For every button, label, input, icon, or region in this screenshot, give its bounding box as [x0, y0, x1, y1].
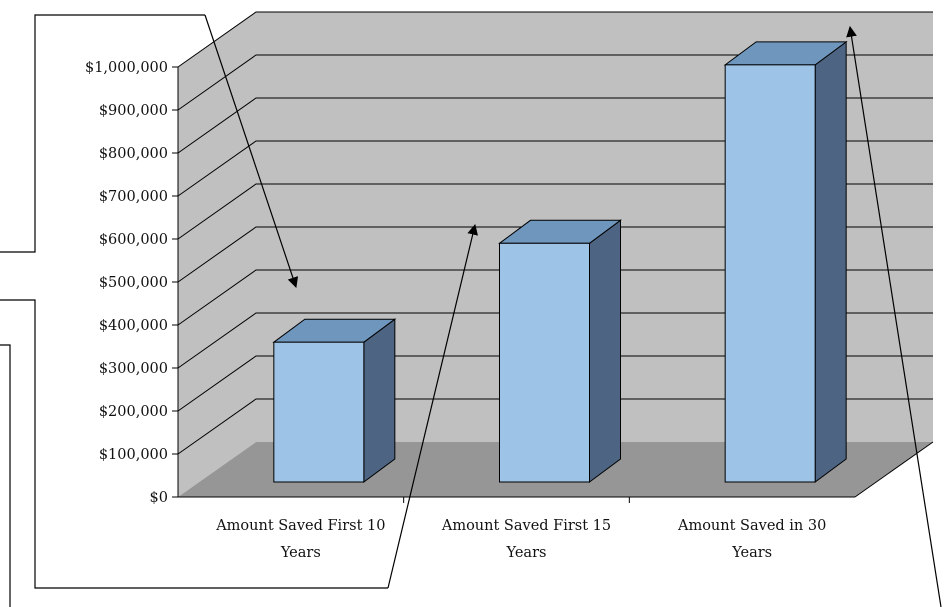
gridline — [177, 54, 933, 111]
y-tick-label: $500,000 — [99, 275, 168, 291]
gridline — [177, 398, 933, 455]
floor-edge-line — [854, 441, 934, 498]
gridline — [177, 312, 933, 369]
x-category-label-line: Amount Saved First 15 — [441, 518, 611, 534]
gridline — [177, 269, 933, 326]
gridlines — [177, 11, 933, 455]
bar-front — [499, 242, 590, 483]
x-category-label-line: Amount Saved First 10 — [215, 518, 385, 534]
y-tick-label: $800,000 — [99, 146, 168, 162]
gridline — [177, 355, 933, 412]
y-tick-label: $400,000 — [99, 318, 168, 334]
callout-frame-middle — [0, 299, 388, 589]
bar-front — [724, 64, 816, 483]
bar — [723, 40, 848, 483]
callout-leaders — [0, 14, 942, 607]
bar-front — [273, 341, 365, 483]
bar — [272, 318, 397, 483]
bars — [272, 40, 848, 483]
bar-side — [589, 219, 621, 483]
y-tick-label: $1,000,000 — [85, 60, 168, 76]
y-tick-labels: $0 $100,000 $200,000 $300,000 $400,000 $500,0… — [85, 60, 168, 506]
callout-frame-top — [0, 14, 205, 253]
bar-side — [814, 40, 847, 483]
gridline — [177, 11, 933, 68]
x-category-label: Amount Saved First 15 Years — [441, 518, 611, 561]
y-tick-label: $600,000 — [99, 232, 168, 248]
x-category-label: Amount Saved First 10 Years — [215, 518, 385, 561]
bar — [497, 219, 623, 483]
gridline — [177, 226, 933, 283]
y-tick-label: $100,000 — [99, 447, 168, 463]
bar-side — [363, 318, 396, 483]
y-tick-label: $300,000 — [99, 361, 168, 377]
x-category-label-line: Years — [506, 545, 547, 561]
y-tick-label: $700,000 — [99, 189, 168, 205]
axes — [172, 66, 934, 503]
y-tick-label: $900,000 — [99, 103, 168, 119]
x-category-label-line: Amount Saved in 30 — [677, 518, 826, 534]
x-category-label: Amount Saved in 30 Years — [677, 518, 826, 561]
gridline — [177, 97, 933, 154]
x-category-label-line: Years — [280, 545, 321, 561]
y-tick-label: $0 — [150, 490, 168, 506]
gridline — [177, 183, 933, 240]
callout-arrow-30yr — [846, 25, 942, 607]
callout-arrow-10yr — [204, 14, 299, 289]
y-tick-label: $200,000 — [99, 404, 168, 420]
gridline — [177, 140, 933, 197]
callout-frame-left — [0, 344, 11, 607]
x-category-label-line: Years — [731, 545, 772, 561]
callout-arrow-15yr — [387, 223, 478, 589]
